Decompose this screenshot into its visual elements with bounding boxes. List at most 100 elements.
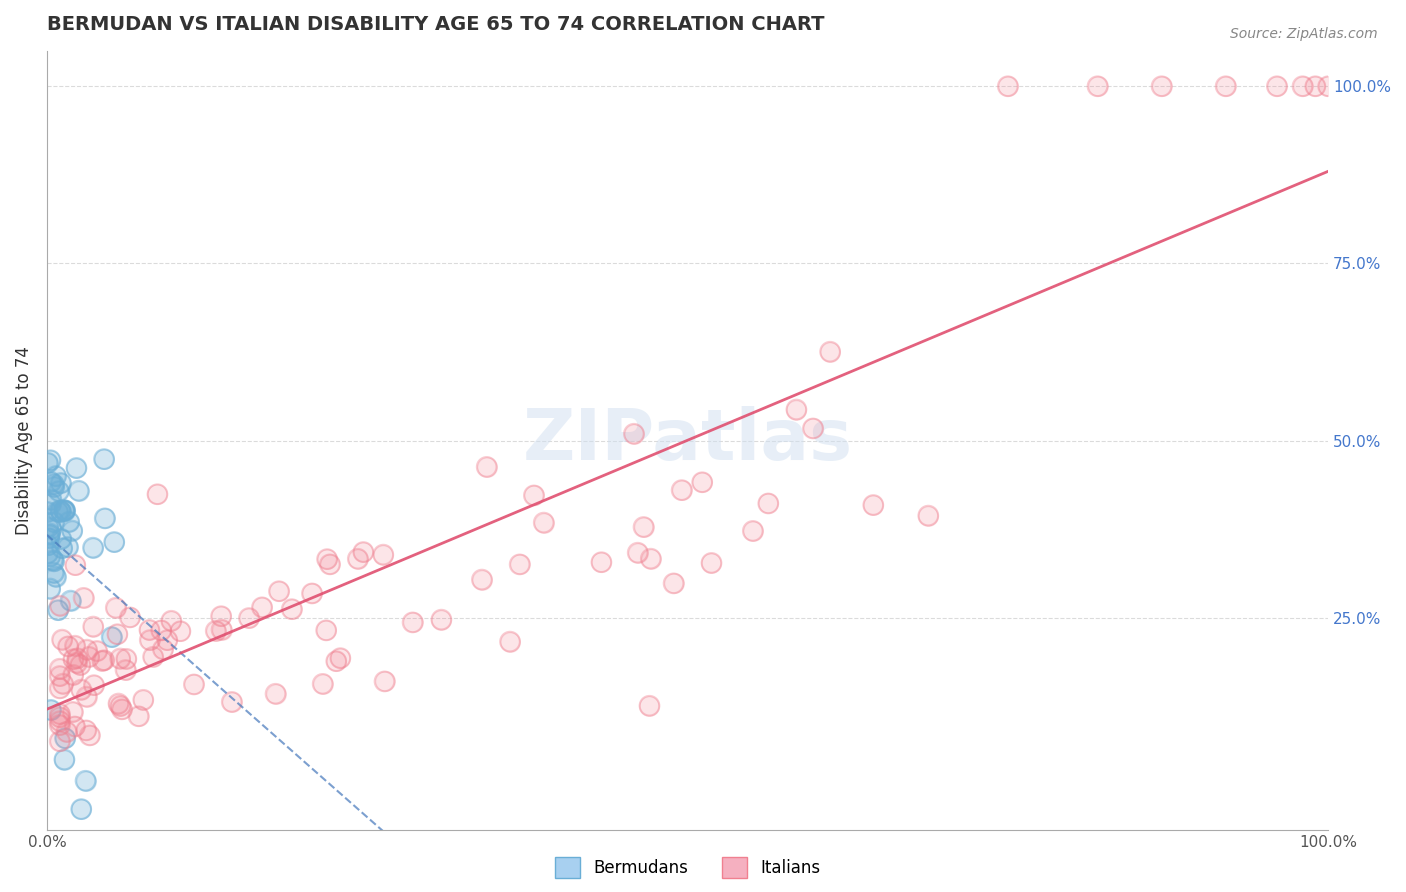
Point bbox=[1150, 79, 1173, 94]
Point bbox=[250, 600, 273, 615]
Point bbox=[46, 505, 69, 519]
Point bbox=[325, 654, 347, 668]
Point bbox=[48, 706, 70, 721]
Point bbox=[42, 515, 65, 529]
Point bbox=[128, 709, 150, 723]
Point bbox=[48, 484, 70, 499]
Point bbox=[638, 698, 661, 713]
Point bbox=[51, 541, 73, 556]
Point bbox=[281, 602, 304, 616]
Point bbox=[499, 634, 522, 648]
Point bbox=[111, 702, 134, 716]
Point bbox=[1265, 79, 1288, 94]
Point bbox=[49, 503, 72, 517]
Point bbox=[690, 475, 713, 490]
Point bbox=[640, 551, 662, 566]
Point bbox=[45, 569, 67, 583]
Point bbox=[316, 552, 339, 566]
Point bbox=[138, 623, 160, 637]
Point bbox=[142, 649, 165, 664]
Point bbox=[633, 520, 655, 534]
Point bbox=[76, 690, 98, 704]
Point bbox=[1291, 79, 1313, 94]
Point bbox=[69, 657, 91, 672]
Point bbox=[70, 802, 93, 816]
Point bbox=[756, 496, 779, 510]
Point bbox=[53, 752, 76, 766]
Point bbox=[523, 488, 546, 502]
Point bbox=[75, 773, 97, 788]
Point bbox=[39, 522, 62, 536]
Point bbox=[627, 546, 650, 560]
Point bbox=[499, 634, 522, 648]
Point bbox=[104, 600, 127, 615]
Point bbox=[63, 639, 86, 653]
Point bbox=[62, 705, 84, 719]
Point bbox=[997, 79, 1019, 94]
Point bbox=[183, 677, 205, 691]
Point bbox=[281, 602, 304, 616]
Point bbox=[58, 515, 80, 529]
Point bbox=[70, 682, 93, 697]
Point bbox=[63, 719, 86, 733]
Point bbox=[60, 524, 83, 538]
Point bbox=[46, 603, 69, 617]
Point bbox=[591, 555, 613, 569]
Point bbox=[105, 627, 128, 641]
Point bbox=[37, 538, 59, 552]
Point bbox=[51, 532, 73, 546]
Point bbox=[37, 520, 59, 534]
Point bbox=[53, 503, 76, 517]
Point bbox=[39, 497, 62, 511]
Point bbox=[53, 504, 76, 518]
Point bbox=[51, 532, 73, 546]
Point bbox=[1087, 79, 1109, 94]
Point bbox=[58, 515, 80, 529]
Point bbox=[67, 483, 90, 498]
Point bbox=[785, 402, 807, 417]
Point bbox=[48, 710, 70, 724]
Point bbox=[48, 662, 70, 676]
Point bbox=[150, 624, 173, 638]
Point bbox=[108, 651, 131, 665]
Point bbox=[638, 698, 661, 713]
Point bbox=[221, 695, 243, 709]
Point bbox=[169, 624, 191, 639]
Point bbox=[146, 487, 169, 501]
Point bbox=[301, 586, 323, 600]
Point bbox=[53, 503, 76, 517]
Point bbox=[45, 469, 67, 483]
Point bbox=[75, 723, 97, 738]
Point bbox=[105, 627, 128, 641]
Point bbox=[156, 633, 179, 648]
Point bbox=[65, 656, 87, 670]
Point bbox=[70, 682, 93, 697]
Point bbox=[315, 624, 337, 638]
Point bbox=[91, 654, 114, 668]
Point bbox=[62, 668, 84, 682]
Point bbox=[39, 703, 62, 717]
Point bbox=[53, 504, 76, 518]
Point bbox=[132, 693, 155, 707]
Point bbox=[82, 619, 104, 633]
Point bbox=[83, 678, 105, 692]
Point bbox=[51, 632, 73, 647]
Point bbox=[77, 649, 100, 664]
Point bbox=[82, 619, 104, 633]
Point bbox=[128, 709, 150, 723]
Point bbox=[818, 344, 841, 359]
Point bbox=[264, 687, 287, 701]
Point bbox=[110, 698, 132, 713]
Point bbox=[41, 553, 63, 567]
Point bbox=[801, 421, 824, 435]
Point bbox=[139, 633, 162, 648]
Point bbox=[662, 576, 685, 591]
Point bbox=[39, 582, 62, 596]
Point bbox=[49, 599, 72, 613]
Point bbox=[142, 649, 165, 664]
Point bbox=[49, 505, 72, 519]
Point bbox=[152, 642, 174, 657]
Point bbox=[52, 676, 75, 690]
Point bbox=[156, 633, 179, 648]
Point bbox=[108, 651, 131, 665]
